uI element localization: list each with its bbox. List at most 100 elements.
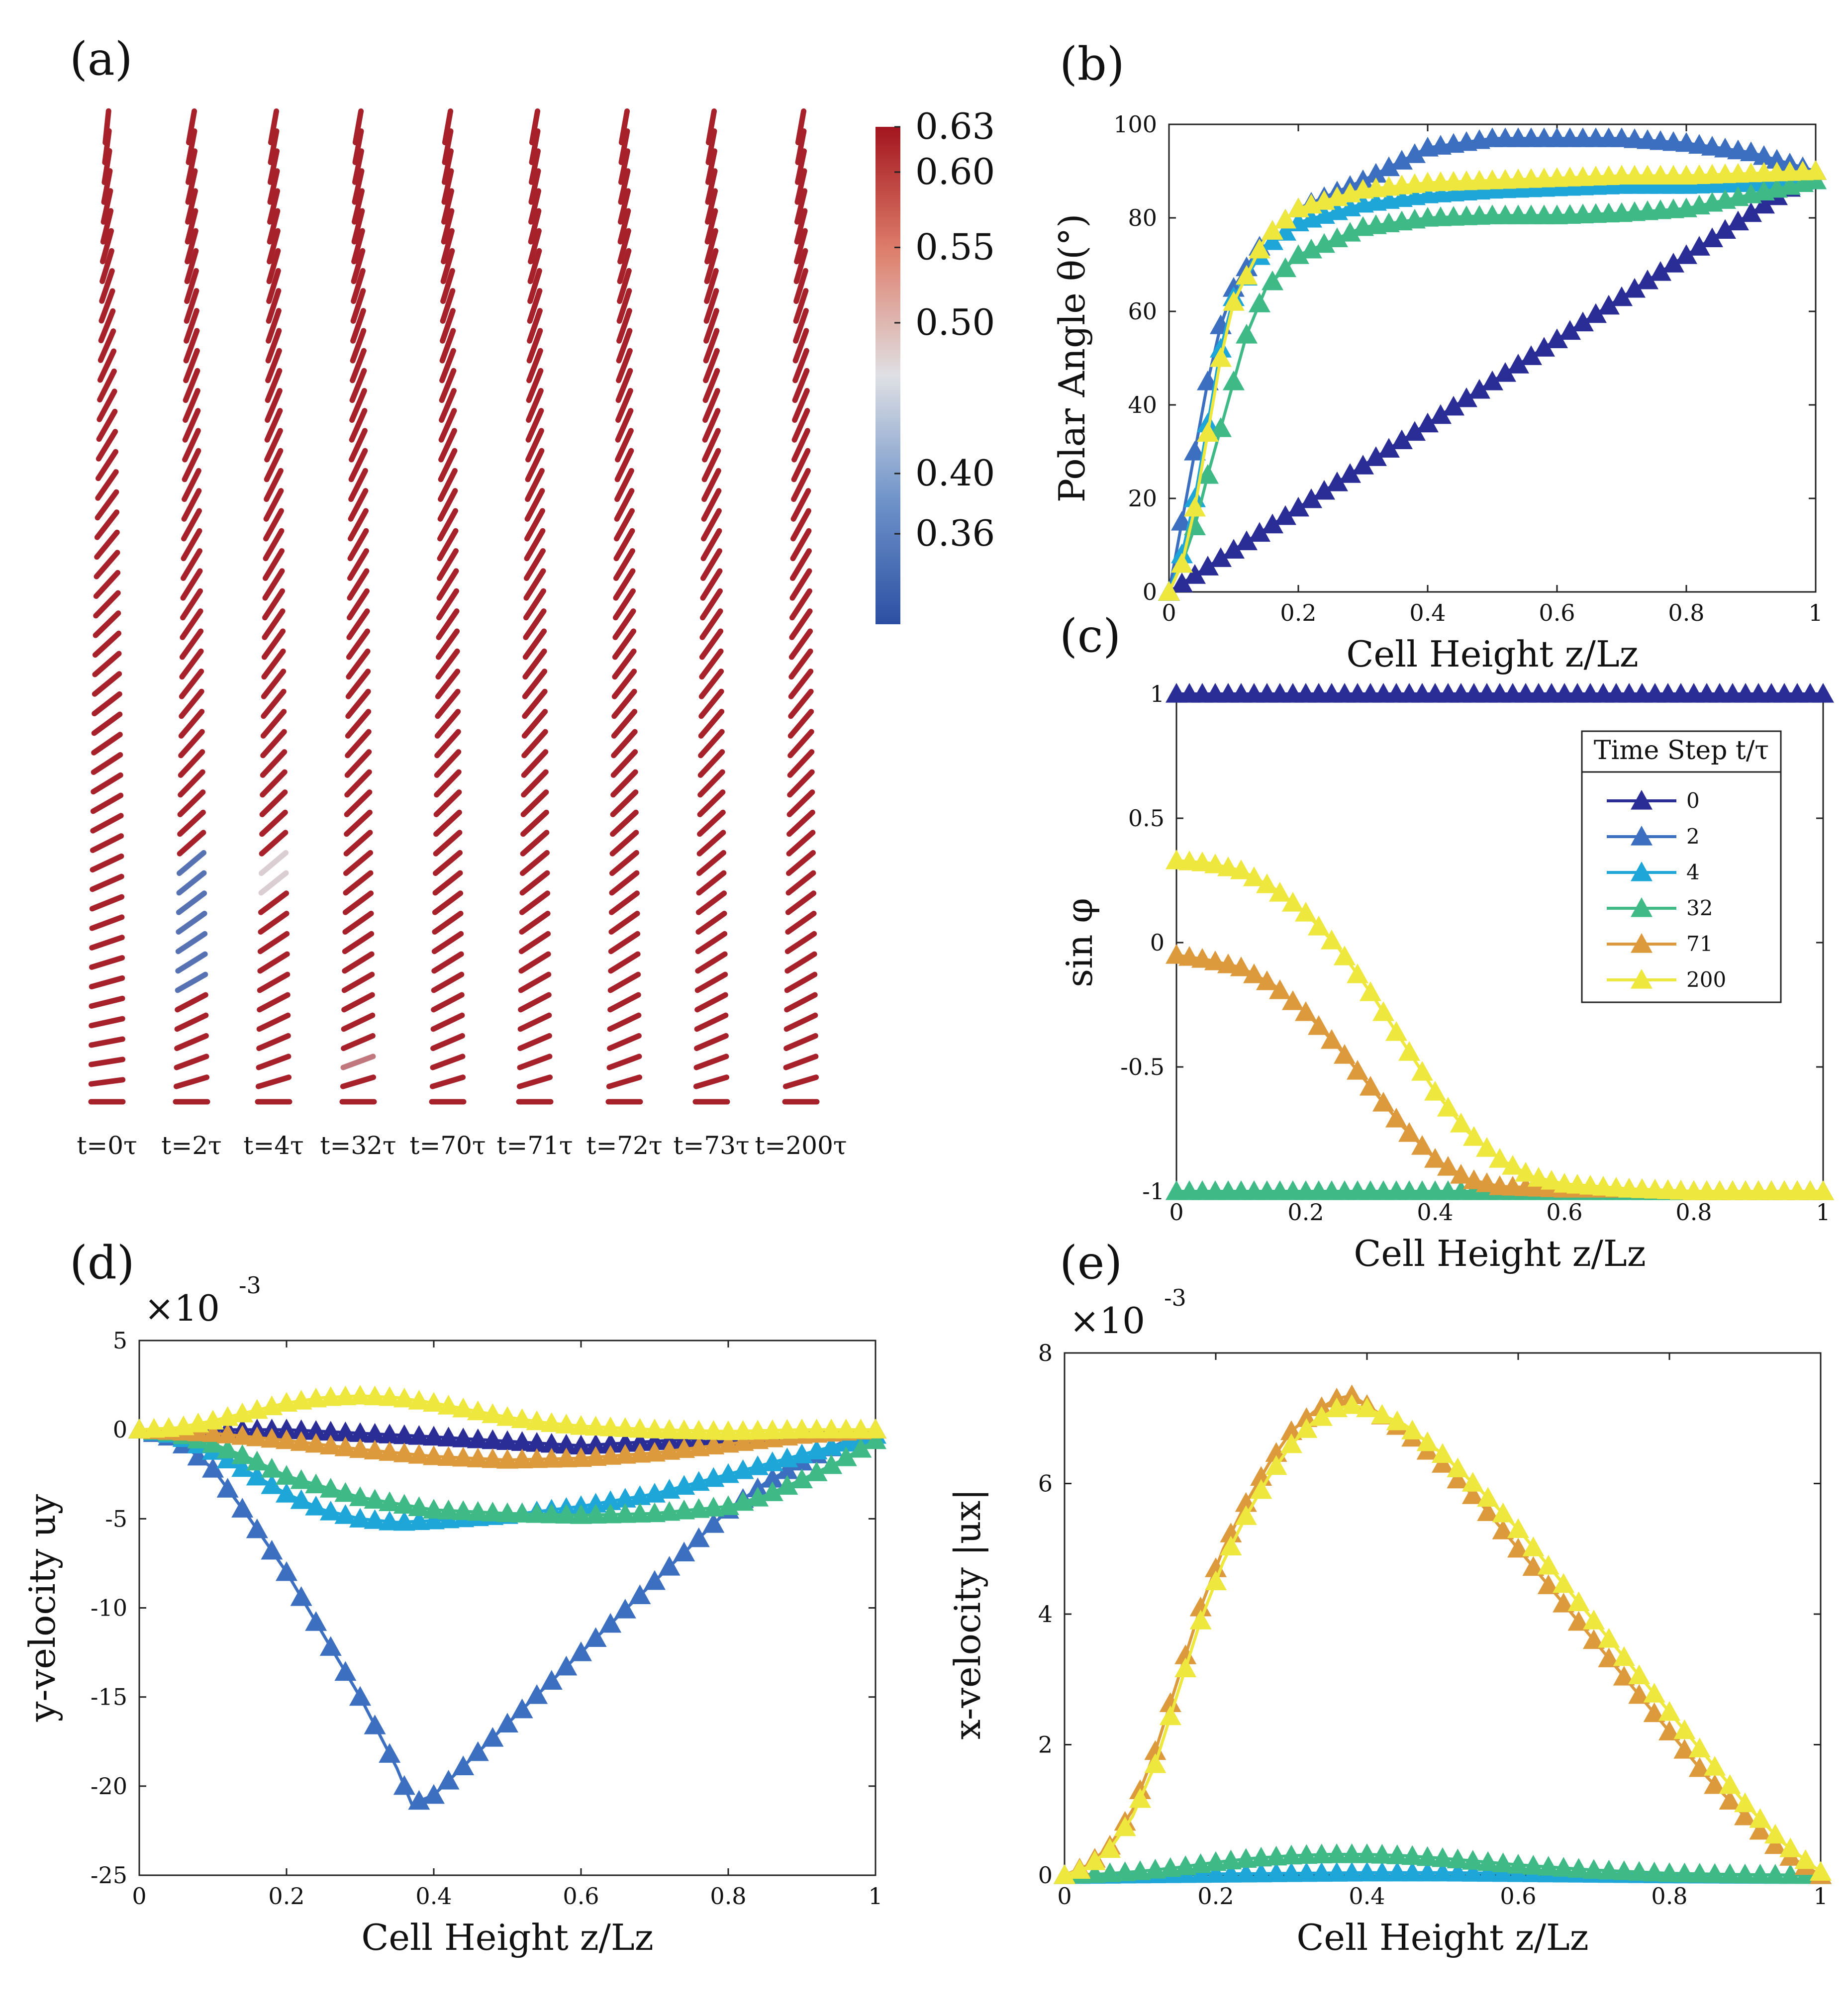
director-rod [702,368,720,403]
director-rod [527,268,542,304]
data-point [1184,441,1206,461]
data-point [364,1423,386,1443]
director-rod [606,1054,642,1070]
director-rod [521,769,549,798]
director-rod [184,268,199,304]
data-point [1537,1574,1559,1594]
director-rod [526,388,544,423]
time-label: t=72τ [586,1131,662,1160]
data-point [1740,202,1762,222]
data-point [1794,1849,1817,1869]
data-point [1197,422,1219,442]
director-rod [340,1074,377,1089]
director-rod [341,992,375,1013]
data-point [584,1434,607,1454]
director-rod [349,368,367,403]
director-rod [786,789,815,817]
director-rod [792,368,810,403]
director-rod [785,911,817,935]
director-rod [258,870,289,896]
director-rod [350,328,367,364]
director-rod [615,428,634,463]
data-point [1262,270,1283,290]
data-point [835,1419,857,1439]
data-point [452,1428,475,1447]
director-rod [343,870,374,896]
colorbar-tick-label: 0.55 [915,226,995,268]
x-axis-label: Cell Height z/Lz [1346,633,1638,675]
director-rod [694,1033,729,1052]
director-rod [258,911,290,935]
data-point [1341,1843,1363,1863]
data-point [1658,1701,1680,1721]
legend-entry-4: 4 [1607,860,1700,884]
data-point [408,1496,430,1516]
director-rod [90,792,124,814]
director-rod [438,408,457,443]
director-rod [429,1074,466,1089]
director-rod [352,108,364,145]
data-point [1339,222,1361,242]
director-rod [703,288,719,324]
data-point [1250,1846,1272,1867]
director-rod [522,648,547,680]
data-point [276,1465,297,1485]
data-point [1326,227,1348,247]
director-rod [783,1012,818,1032]
director-rod [431,951,464,974]
director-rod [608,931,641,955]
data-point [1719,1790,1741,1810]
data-point [511,1698,533,1719]
director-rod [184,288,199,324]
director-rod [608,911,640,935]
director-rod [789,588,812,621]
director-rod [177,830,206,857]
director-rod [613,588,636,621]
director-rod [186,128,197,165]
y-tick-label: 20 [1128,485,1157,512]
data-point [673,1499,695,1520]
data-point [599,1445,622,1465]
data-point [1613,1646,1635,1666]
director-rod [175,992,208,1013]
director-rod [259,789,288,817]
data-point [276,1419,297,1439]
data-point [1223,371,1245,390]
director-rod [439,368,457,403]
y-tick-label: 80 [1128,204,1157,231]
data-point [1461,1484,1484,1504]
data-point [1280,1433,1302,1453]
y-tick-label: 0 [1038,1862,1053,1889]
director-rod [182,408,201,443]
director-rod [441,228,455,265]
x-tick-label: 0.8 [1668,599,1704,626]
data-point [555,1414,578,1434]
director-rod [266,308,282,344]
data-point [216,1439,239,1458]
director-rod [255,1074,292,1089]
director-rod [99,268,115,304]
director-rod [529,128,541,165]
data-point [1265,1845,1287,1866]
director-rod [264,408,283,443]
data-point [1688,236,1710,256]
data-point [1300,488,1322,508]
data-point [276,1483,297,1503]
data-point [1174,1644,1197,1664]
axis-multiplier: ×10 [144,1287,220,1329]
director-rod [795,108,807,145]
director-rod [525,468,545,502]
director-rod [346,648,371,680]
x-tick-label: 1 [868,1883,882,1910]
data-point [1628,1664,1651,1684]
data-point [570,1447,592,1467]
director-rod [262,608,286,640]
director-rod [517,1012,552,1032]
director-rod [695,951,728,974]
director-rod [526,328,543,364]
data-point [1643,1702,1665,1723]
director-rod [181,488,202,522]
director-rod [702,428,721,463]
data-point [1378,156,1400,177]
plot-frame [1064,1352,1822,1876]
